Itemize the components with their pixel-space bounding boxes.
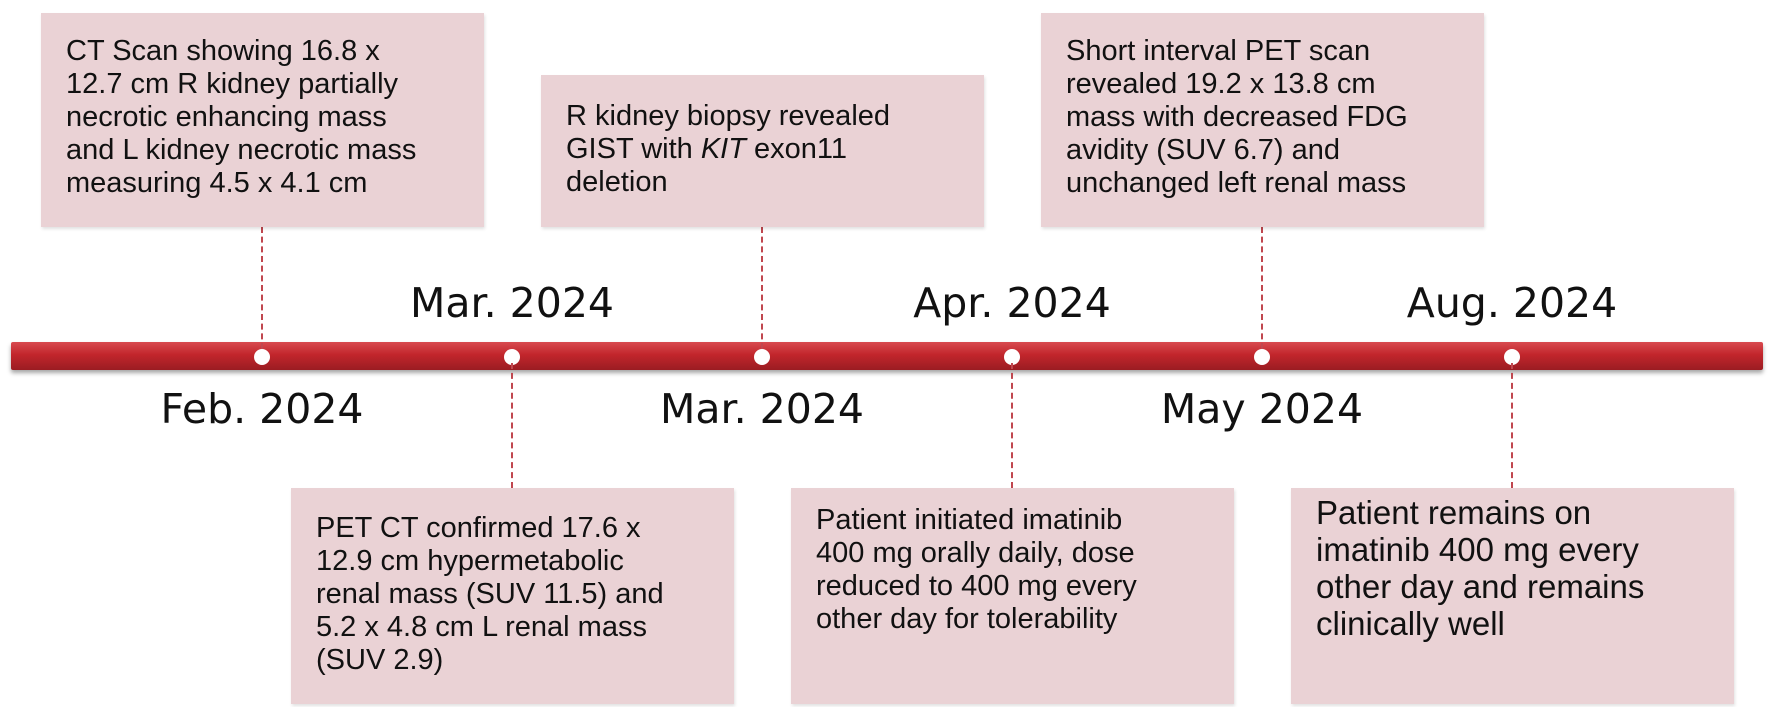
event-text-line: deletion xyxy=(566,166,668,198)
event-text-line: and L kidney necrotic mass xyxy=(66,134,417,166)
gene-name-italic: KIT xyxy=(700,133,746,165)
event-text-line: PET CT confirmed 17.6 x xyxy=(316,512,641,544)
connector-6 xyxy=(1511,363,1513,488)
event-box-ct-scan: CT Scan showing 16.8 x 12.7 cm R kidney … xyxy=(41,13,484,227)
event-text-line: 12.9 cm hypermetabolic xyxy=(316,545,624,577)
date-label-above-1: Mar. 2024 xyxy=(410,279,614,327)
event-text-line: necrotic enhancing mass xyxy=(66,101,387,133)
date-label-below-3: May 2024 xyxy=(1160,385,1364,433)
timeline-dot-2 xyxy=(504,349,520,365)
event-box-pet-ct: PET CT confirmed 17.6 x 12.9 cm hypermet… xyxy=(291,488,734,704)
timeline-dot-1 xyxy=(254,349,270,365)
timeline-dot-6 xyxy=(1504,349,1520,365)
timeline-bar xyxy=(11,342,1763,370)
date-label-below-1: Feb. 2024 xyxy=(160,385,364,433)
connector-3 xyxy=(761,227,763,349)
timeline-dot-5 xyxy=(1254,349,1270,365)
event-box-short-interval-pet: Short interval PET scan revealed 19.2 x … xyxy=(1041,13,1484,227)
event-text-line: 400 mg orally daily, dose xyxy=(816,537,1135,569)
connector-5 xyxy=(1261,227,1263,349)
event-text-line: 12.7 cm R kidney partially xyxy=(66,68,399,100)
event-text-line: other day and remains xyxy=(1316,568,1645,605)
event-text-line: revealed 19.2 x 13.8 cm xyxy=(1066,68,1376,100)
event-text-line: R kidney biopsy revealed xyxy=(566,100,891,132)
event-text-line: avidity (SUV 6.7) and xyxy=(1066,134,1341,166)
event-box-biopsy: R kidney biopsy revealed GIST with KIT e… xyxy=(541,75,984,227)
event-box-current-status: Patient remains on imatinib 400 mg every… xyxy=(1291,488,1734,704)
event-text-line: imatinib 400 mg every xyxy=(1316,531,1639,568)
event-text-line: other day for tolerability xyxy=(816,603,1118,635)
date-label-above-2: Apr. 2024 xyxy=(913,279,1111,327)
event-box-imatinib-initiated: Patient initiated imatinib 400 mg orally… xyxy=(791,488,1234,704)
timeline-dot-4 xyxy=(1004,349,1020,365)
connector-2 xyxy=(511,363,513,488)
event-text-line: renal mass (SUV 11.5) and xyxy=(316,578,664,610)
event-text-line: mass with decreased FDG xyxy=(1066,101,1408,133)
connector-1 xyxy=(261,227,263,349)
event-text-line: unchanged left renal mass xyxy=(1066,167,1407,199)
event-text-segment: exon11 xyxy=(745,133,848,165)
connector-4 xyxy=(1011,363,1013,488)
event-text-line: measuring 4.5 x 4.1 cm xyxy=(66,167,368,199)
event-text-line: Patient initiated imatinib xyxy=(816,504,1123,536)
event-text-line: (SUV 2.9) xyxy=(316,644,444,676)
event-text-line: GIST with KIT exon11 xyxy=(566,133,962,166)
event-text-line: reduced to 400 mg every xyxy=(816,570,1137,602)
date-label-above-3: Aug. 2024 xyxy=(1406,279,1618,327)
date-label-below-2: Mar. 2024 xyxy=(660,385,864,433)
event-text-segment: GIST with xyxy=(566,133,701,165)
event-text-line: CT Scan showing 16.8 x xyxy=(66,35,380,67)
event-text-line: Patient remains on xyxy=(1316,494,1592,531)
event-text-line: clinically well xyxy=(1316,605,1505,642)
event-text-line: 5.2 x 4.8 cm L renal mass xyxy=(316,611,647,643)
timeline-dot-3 xyxy=(754,349,770,365)
event-text-line: Short interval PET scan xyxy=(1066,35,1371,67)
